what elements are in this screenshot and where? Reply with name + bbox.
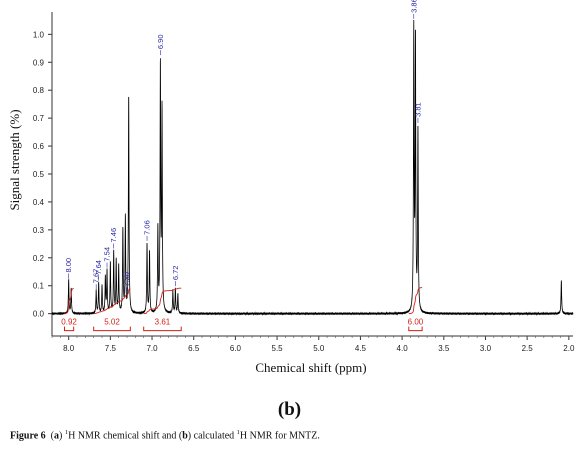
peak-label: 3.81 [413, 102, 422, 117]
x-tick-label: 4.0 [397, 344, 409, 353]
x-axis-title: Chemical shift (ppm) [255, 360, 366, 375]
peak-label: 3.86 [409, 0, 418, 13]
caption-sup-1: 1 [64, 429, 69, 436]
y-tick-label: 0.8 [33, 86, 45, 95]
peak-label: 7.54 [103, 247, 112, 262]
caption-part3: H NMR for MNTZ. [239, 430, 320, 442]
y-tick-label: 1.0 [33, 30, 45, 39]
caption-part2: ) calculated [187, 430, 237, 442]
integral-value: 6.00 [408, 318, 424, 327]
integral-value: 3.61 [155, 318, 171, 327]
caption-b: b [182, 430, 188, 442]
peak-label: 7.67 [92, 269, 101, 284]
x-tick-label: 6.0 [230, 344, 242, 353]
figure-label: Figure 6 [10, 430, 46, 442]
integral-curve [93, 287, 131, 315]
peak-label: 7.46 [109, 228, 118, 243]
nmr-chart: 8.0 7.5 7.0 6.5 6.0 5.5 5.0 4.5 4.0 3.5 3.0 2.5 2.0 0… [7, 0, 575, 375]
y-tick-label: 0.3 [33, 226, 45, 235]
figure-caption: Figure 6 (a) 1H NMR chemical shift and (… [10, 429, 320, 442]
x-tick-label: 3.0 [480, 344, 492, 353]
x-tick-label: 2.5 [522, 344, 534, 353]
integral-bracket [408, 326, 423, 332]
y-tick-label: 0.4 [33, 198, 45, 207]
x-tick-label: 8.0 [63, 344, 75, 353]
x-tick-label: 5.0 [313, 344, 325, 353]
integral-bracket [143, 326, 182, 332]
spectrum-group [51, 19, 574, 317]
chart-ticks: 8.0 7.5 7.0 6.5 6.0 5.5 5.0 4.5 4.0 3.5 3.0 2.5 2.0 0… [33, 30, 575, 353]
y-tick-label: 0.7 [33, 114, 45, 123]
x-tick-label: 6.5 [188, 344, 200, 353]
y-tick-label: 0.6 [33, 142, 45, 151]
y-tick-label: 0.1 [33, 282, 45, 291]
peak-label: 7.06 [143, 220, 152, 235]
peak-label: 8.00 [64, 258, 73, 273]
peak-label: 7.30 [123, 272, 132, 287]
integral-curve [64, 287, 74, 315]
caption-a: a [54, 430, 59, 442]
x-tick-label: 3.5 [438, 344, 450, 353]
x-tick-label: 7.0 [146, 344, 158, 353]
x-tick-label: 7.5 [105, 344, 117, 353]
y-tick-label: 0.2 [33, 254, 45, 263]
y-tick-label: 0.5 [33, 170, 45, 179]
x-tick-label: 5.5 [272, 344, 284, 353]
integral-value: 5.02 [104, 318, 120, 327]
x-tick-label: 4.5 [355, 344, 367, 353]
caption-sup-2: 1 [236, 429, 240, 436]
integral-bracket [64, 326, 75, 332]
peak-labels-group: 8.00 7.677.647.54 7.46 7.30 7.06 6.90 6.72 3.86… [64, 0, 422, 293]
y-axis-title: Signal strength (%) [7, 109, 22, 210]
panel-label: (b) [277, 399, 302, 420]
integral-value: 0.92 [61, 318, 77, 327]
peak-label: 6.72 [171, 266, 180, 281]
caption-part1: H NMR chemical shift and ( [68, 430, 183, 442]
spectrum-line [51, 19, 574, 317]
integral-bracket [93, 326, 131, 332]
integral-curve [143, 287, 182, 315]
integrals-group: 0.92 5.02 3.61 6.00 [61, 287, 424, 332]
peak-label: 6.90 [156, 34, 165, 49]
y-tick-label: 0.0 [33, 310, 45, 319]
x-tick-label: 2.0 [563, 344, 575, 353]
y-tick-label: 0.9 [33, 58, 45, 67]
peak-label: 7.64 [94, 260, 103, 275]
integral-curve [408, 287, 423, 315]
